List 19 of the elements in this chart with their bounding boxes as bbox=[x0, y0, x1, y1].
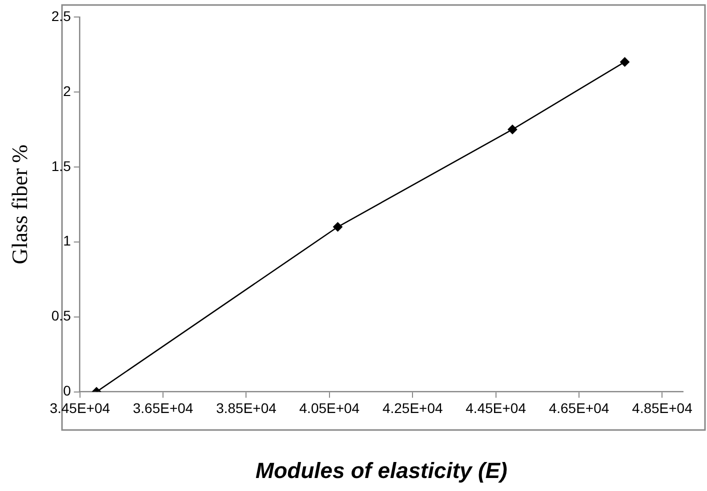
x-tick-label: 3.65E+04 bbox=[132, 400, 194, 416]
x-tick-label: 4.65E+04 bbox=[548, 400, 610, 416]
y-axis-title: Glass fiber % bbox=[6, 144, 32, 264]
y-tick-label: 1.5 bbox=[51, 158, 72, 174]
y-tick-label: 1 bbox=[63, 232, 72, 249]
y-tick-label: 0.5 bbox=[51, 308, 72, 324]
x-axis-title: Modules of elasticity (E) bbox=[256, 458, 508, 483]
x-tick-label: 4.05E+04 bbox=[299, 400, 360, 416]
point bbox=[620, 57, 630, 67]
point bbox=[333, 222, 342, 232]
x-tick-label: 4.85E+04 bbox=[632, 400, 693, 416]
x-tick-label: 3.85E+04 bbox=[216, 400, 277, 416]
point bbox=[508, 124, 518, 134]
x-tick-label: 3.45E+04 bbox=[50, 400, 110, 416]
y-tick-label: 0 bbox=[63, 382, 72, 399]
x-tick-label: 4.45E+04 bbox=[466, 400, 526, 416]
y-tick-label: 2.5 bbox=[51, 8, 72, 24]
y-tick-label: 2 bbox=[63, 82, 72, 99]
x-tick-label: 4.25E+04 bbox=[382, 400, 444, 416]
